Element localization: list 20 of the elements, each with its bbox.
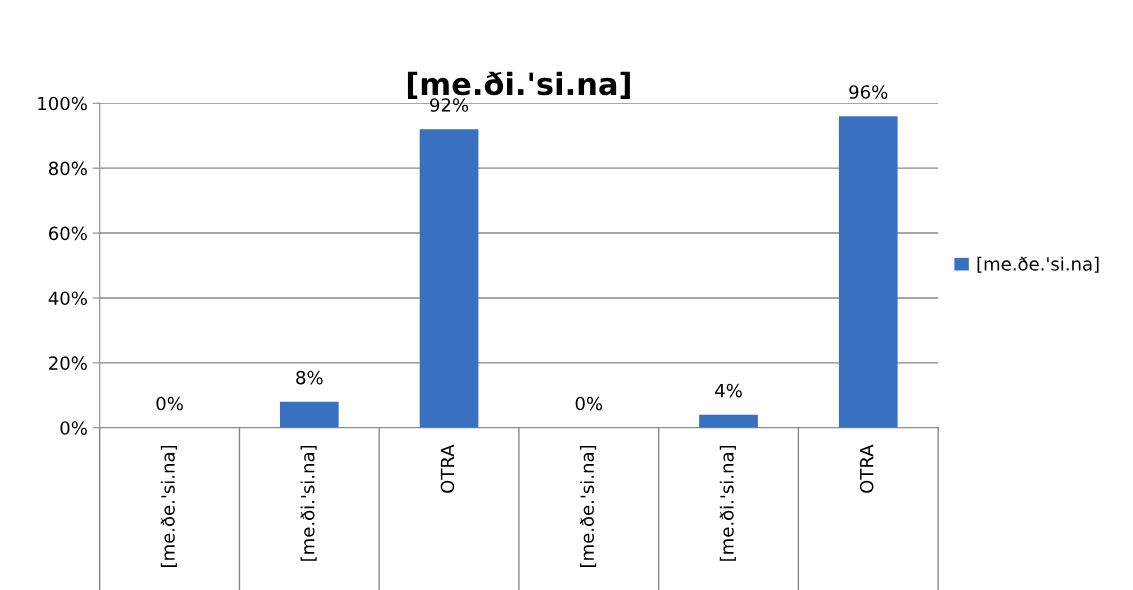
chart-title: [me.ði.'si.na] <box>407 71 630 99</box>
y-tick-label: 0% <box>60 421 87 435</box>
data-label: 4% <box>715 383 742 398</box>
x-tick-label: OTRA <box>859 444 874 493</box>
legend-label: [me.ðe.'si.na] <box>977 256 1099 273</box>
x-tick-label: [me.ði.'si.na] <box>719 445 736 561</box>
y-tick-label: 20% <box>49 356 87 370</box>
y-tick-label: 80% <box>48 161 87 176</box>
x-tick-label: [me.ðe.'si.na] <box>160 445 177 567</box>
data-label: 0% <box>575 396 603 411</box>
y-tick-label: 40% <box>48 291 87 306</box>
data-label: 92% <box>430 98 469 112</box>
x-tick-label: [me.ðe.'si.na] <box>580 445 597 567</box>
x-tick-label: OTRA <box>440 444 455 493</box>
x-tick-label: [me.ði.'si.na] <box>300 445 317 561</box>
data-label: 8% <box>296 370 323 385</box>
data-label: 96% <box>849 85 888 99</box>
y-tick-label: 100% <box>38 96 87 111</box>
y-tick-label: 60% <box>49 226 87 241</box>
data-label: 0% <box>156 396 183 411</box>
